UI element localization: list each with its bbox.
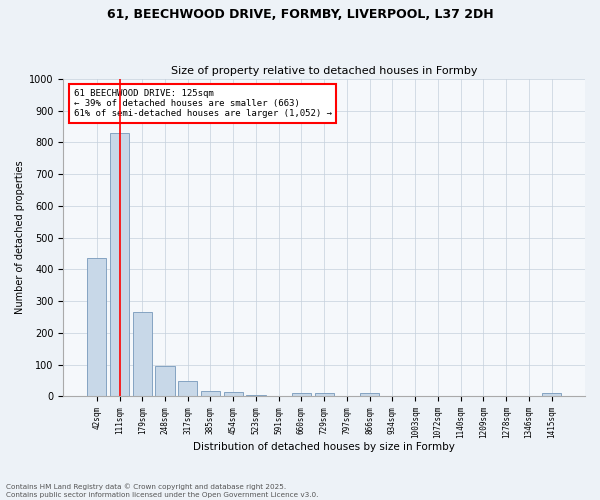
Bar: [87, 258, 106, 396]
Title: Size of property relative to detached houses in Formby: Size of property relative to detached ho…: [171, 66, 478, 76]
Bar: [110, 133, 129, 396]
Bar: [224, 392, 243, 396]
Bar: [292, 393, 311, 396]
Bar: [360, 393, 379, 396]
Y-axis label: Number of detached properties: Number of detached properties: [15, 161, 25, 314]
Bar: [542, 393, 561, 396]
Text: 61 BEECHWOOD DRIVE: 125sqm
← 39% of detached houses are smaller (663)
61% of sem: 61 BEECHWOOD DRIVE: 125sqm ← 39% of deta…: [74, 88, 332, 118]
Bar: [314, 393, 334, 396]
Bar: [133, 312, 152, 396]
X-axis label: Distribution of detached houses by size in Formby: Distribution of detached houses by size …: [193, 442, 455, 452]
Bar: [246, 394, 266, 396]
Bar: [178, 382, 197, 396]
Bar: [155, 366, 175, 396]
Bar: [201, 390, 220, 396]
Text: Contains HM Land Registry data © Crown copyright and database right 2025.
Contai: Contains HM Land Registry data © Crown c…: [6, 484, 319, 498]
Text: 61, BEECHWOOD DRIVE, FORMBY, LIVERPOOL, L37 2DH: 61, BEECHWOOD DRIVE, FORMBY, LIVERPOOL, …: [107, 8, 493, 20]
